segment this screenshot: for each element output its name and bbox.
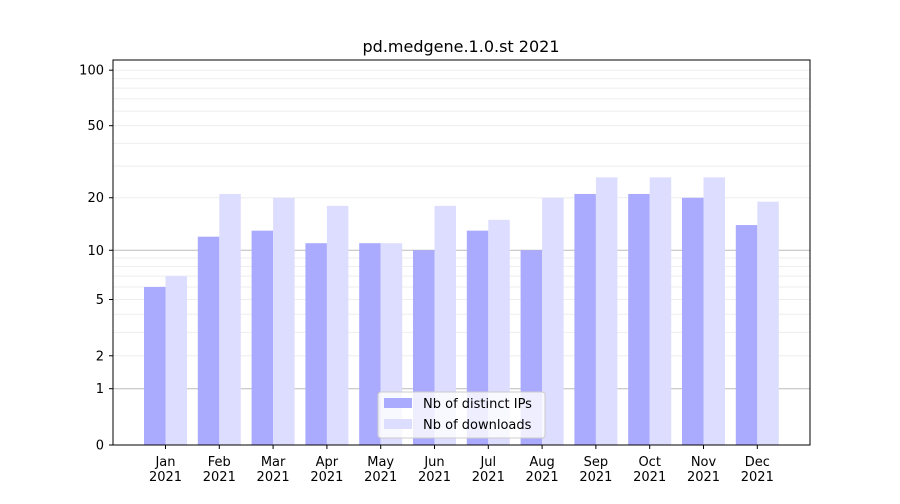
- x-tick-label: Dec: [745, 455, 770, 470]
- x-tick-label: 2021: [526, 470, 559, 485]
- x-tick-label: Jan: [154, 455, 175, 470]
- bar-downloads: [595, 177, 618, 446]
- x-tick-label: 2021: [687, 470, 720, 485]
- bar-downloads: [326, 205, 349, 445]
- x-tick-label: Jul: [479, 455, 496, 470]
- bar-downloads: [542, 197, 564, 445]
- chart-title: pd.medgene.1.0.st 2021: [363, 37, 560, 56]
- x-tick-label: 2021: [579, 470, 612, 485]
- x-tick-label: 2021: [364, 470, 397, 485]
- y-tick-label: 100: [79, 64, 104, 79]
- x-tick-label: Feb: [208, 455, 231, 470]
- x-tick-label: Nov: [691, 455, 717, 470]
- bar-downloads: [488, 219, 510, 445]
- axes-frame: [112, 59, 811, 446]
- legend-label: Nb of downloads: [423, 418, 532, 433]
- x-tick-label: 2021: [633, 470, 666, 485]
- bar-distinct-ips: [682, 197, 704, 445]
- bar-distinct-ips: [574, 193, 596, 445]
- y-tick-label: 20: [87, 191, 104, 206]
- x-tick-label: Aug: [529, 455, 554, 470]
- x-tick-label: 2021: [149, 470, 182, 485]
- bar-distinct-ips: [466, 230, 489, 445]
- legend-swatch: [384, 398, 412, 408]
- y-tick-label: 5: [96, 293, 104, 308]
- bar-distinct-ips: [251, 230, 274, 445]
- bar-distinct-ips: [144, 286, 166, 445]
- y-tick-label: 10: [87, 244, 104, 259]
- bar-downloads: [219, 193, 241, 445]
- x-tick-label: Oct: [638, 455, 660, 470]
- y-tick-label: 0: [96, 439, 104, 454]
- bar-distinct-ips: [735, 225, 758, 445]
- x-tick-label: 2021: [472, 470, 505, 485]
- y-tick-label: 50: [87, 119, 104, 134]
- bar-downloads: [703, 177, 725, 446]
- legend: Nb of distinct IPs Nb of downloads: [377, 391, 546, 439]
- x-tick-label: 2021: [310, 470, 343, 485]
- bar-distinct-ips: [359, 243, 381, 445]
- x-tick-label: Jun: [423, 455, 444, 470]
- x-tick-label: Apr: [316, 455, 339, 470]
- bar-distinct-ips: [197, 236, 220, 445]
- bar-distinct-ips: [305, 243, 327, 445]
- x-tick-label: Mar: [261, 455, 286, 470]
- legend-box: [377, 391, 546, 439]
- x-tick-label: 2021: [418, 470, 451, 485]
- x-tick-label: May: [367, 455, 394, 470]
- x-tick-label: 2021: [741, 470, 774, 485]
- bar-downloads: [757, 201, 779, 445]
- legend-swatch: [384, 419, 412, 429]
- y-tick-label: 2: [96, 349, 104, 364]
- legend-label: Nb of distinct IPs: [423, 397, 532, 412]
- bar-downloads: [165, 276, 187, 445]
- x-tick-label: 2021: [203, 470, 236, 485]
- bar-downloads: [273, 197, 295, 445]
- bar-distinct-ips: [628, 193, 650, 445]
- x-tick-label: 2021: [257, 470, 290, 485]
- x-tick-label: Sep: [584, 455, 609, 470]
- y-tick-label: 1: [96, 382, 104, 397]
- bar-downloads: [649, 177, 672, 446]
- bar-downloads: [434, 205, 456, 445]
